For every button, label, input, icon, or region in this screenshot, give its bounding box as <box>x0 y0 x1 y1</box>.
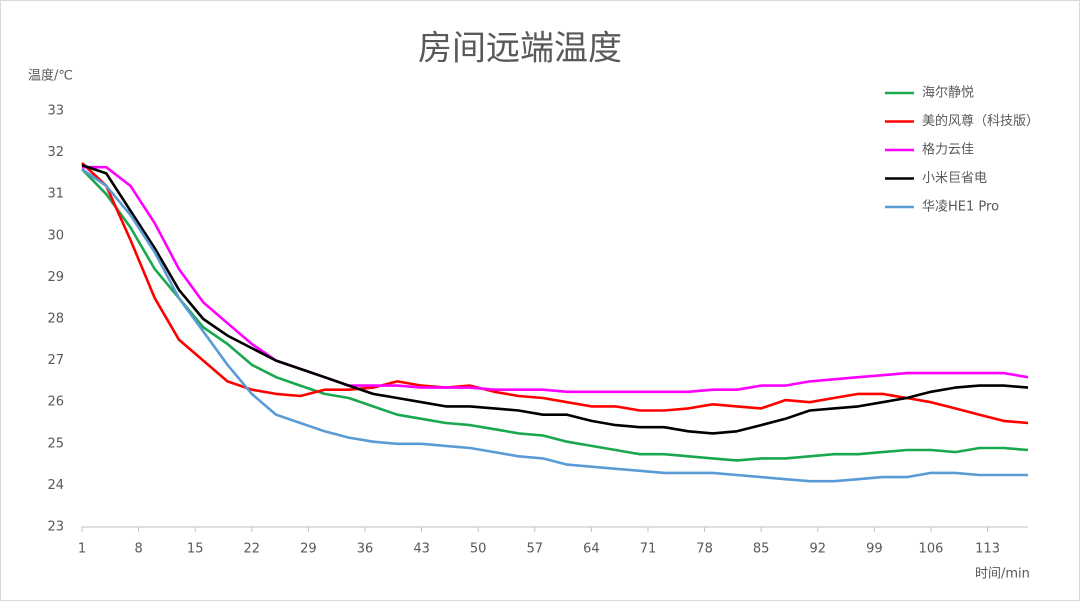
series-line <box>81 163 1029 435</box>
y-tick-label: 25 <box>47 436 64 451</box>
x-tick-label: 85 <box>753 542 770 557</box>
x-tick-label: 22 <box>244 542 261 557</box>
chart-title: 房间远端温度 <box>418 29 622 69</box>
x-tick-label: 99 <box>866 542 883 557</box>
y-tick-label: 32 <box>47 145 64 160</box>
x-tick-label: 8 <box>134 542 142 557</box>
y-tick-label: 30 <box>47 228 64 243</box>
y-tick-label: 28 <box>47 312 64 327</box>
x-tick-label: 29 <box>300 542 317 557</box>
x-tick-label: 78 <box>696 542 713 557</box>
legend-label: 海尔静悦 <box>922 86 974 101</box>
y-tick-label: 31 <box>47 187 64 202</box>
legend-label: 美的风尊（科技版） <box>922 113 1039 129</box>
series-line <box>81 168 1028 483</box>
y-tick-label: 23 <box>47 520 64 535</box>
x-tick-label: 64 <box>583 542 600 557</box>
x-tick-label: 113 <box>975 542 1000 557</box>
x-axis-label: 时间/min <box>975 567 1030 582</box>
legend-label: 小米巨省电 <box>922 171 987 186</box>
y-tick-label: 24 <box>47 478 64 493</box>
x-tick-label: 106 <box>919 542 944 557</box>
y-tick-label: 29 <box>47 270 64 285</box>
x-tick-label: 71 <box>640 542 657 557</box>
x-tick-label: 43 <box>413 542 430 557</box>
series-line <box>82 165 1029 394</box>
y-axis-label: 温度/℃ <box>28 68 73 84</box>
legend-label: 华凌HE1 Pro <box>922 200 999 215</box>
y-tick-label: 26 <box>47 395 64 410</box>
series-line <box>81 162 1029 425</box>
x-tick-label: 50 <box>470 542 487 557</box>
x-tick-label: 92 <box>810 542 827 557</box>
legend-label: 格力云佳 <box>922 142 974 158</box>
x-tick-label: 15 <box>187 542 204 557</box>
x-tick-label: 1 <box>78 542 86 557</box>
x-tick-label: 36 <box>357 542 374 557</box>
y-tick-label: 33 <box>47 104 64 119</box>
y-tick-label: 27 <box>47 353 64 368</box>
x-tick-label: 57 <box>527 542 544 557</box>
series-line <box>81 168 1029 462</box>
